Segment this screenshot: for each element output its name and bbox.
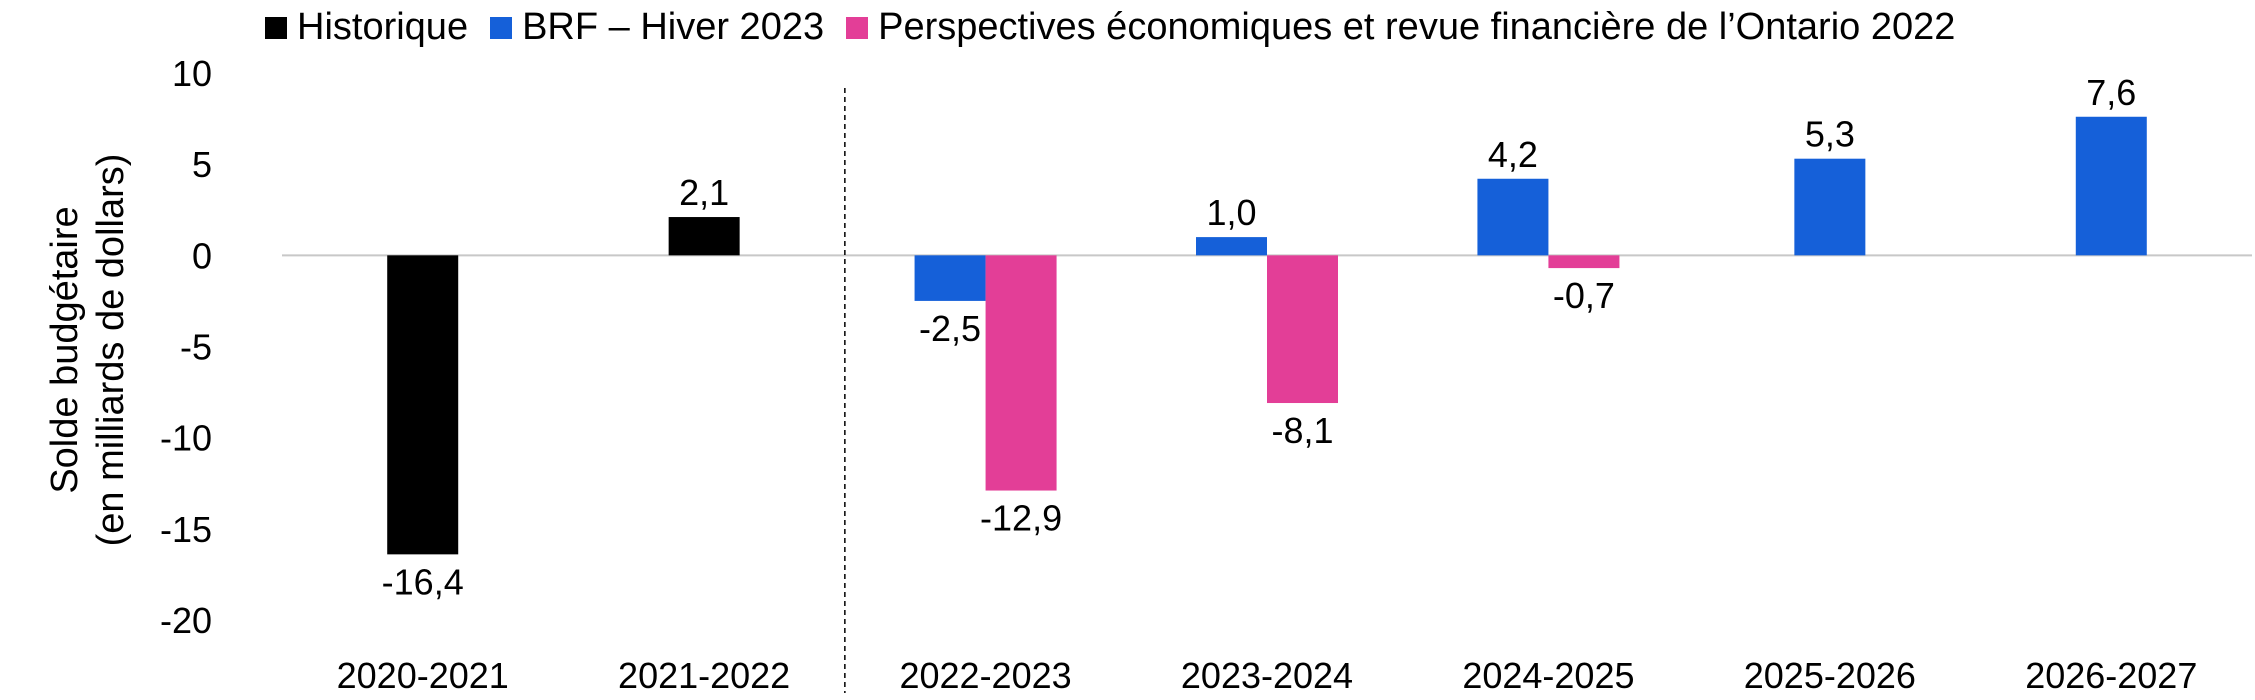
x-tick-label: 2021-2022 [618,655,790,696]
bar-2024-2025-series-2 [1548,255,1620,269]
legend-label-brf: BRF – Hiver 2023 [522,6,825,48]
legend-swatch-historique [265,16,287,39]
bar-2022-2023-series-1 [914,255,986,301]
bar-2025-2026-series-1 [1794,158,1866,256]
data-label: -0,7 [1553,275,1615,316]
x-tick-label: 2024-2025 [1462,655,1634,696]
data-label: 2,1 [679,172,729,213]
y-axis-title-line-2: (en milliards de dollars) [90,153,132,547]
y-tick-label: 0 [192,235,212,276]
bar-2023-2024-series-1 [1196,237,1267,256]
y-axis-title-line-1: Solde budgétaire [44,206,86,494]
data-label: 5,3 [1805,114,1855,155]
y-axis-title: Solde budgétaire (en milliards de dollar… [8,0,168,700]
bar-2021-2022-series-0 [668,217,740,256]
y-tick-label: -20 [160,600,212,641]
data-label: 4,2 [1488,134,1538,175]
bar-2024-2025-series-1 [1477,178,1549,256]
legend-label-perspectives: Perspectives économiques et revue financ… [878,6,1956,48]
x-tick-label: 2026-2027 [2025,655,2197,696]
y-tick-label: -10 [160,418,212,459]
y-tick-label: -5 [180,327,212,368]
x-tick-label: 2020-2021 [337,655,509,696]
data-label: -2,5 [919,308,981,349]
y-tick-label: 10 [172,53,212,94]
legend-item-brf: BRF – Hiver 2023 [490,6,824,49]
bar-2022-2023-series-2 [985,255,1057,491]
data-label: -16,4 [382,561,464,602]
x-tick-label: 2025-2026 [1744,655,1916,696]
data-label: -12,9 [980,498,1062,539]
legend-item-perspectives: Perspectives économiques et revue financ… [846,6,1955,49]
x-tick-label: 2023-2024 [1181,655,1353,696]
bar-2023-2024-series-2 [1267,255,1338,404]
legend-label-historique: Historique [297,6,469,48]
legend-swatch-brf [490,16,513,39]
legend: Historique BRF – Hiver 2023 Perspectives… [265,6,1977,49]
data-label: 1,0 [1206,192,1256,233]
legend-item-historique: Historique [265,6,468,49]
data-label: 7,6 [2086,72,2136,113]
y-tick-label: 5 [192,144,212,185]
bar-2026-2027-series-1 [2075,116,2147,256]
x-tick-label: 2022-2023 [899,655,1071,696]
bar-2020-2021-series-0 [387,255,459,555]
y-tick-label: -15 [160,509,212,550]
legend-swatch-perspectives [846,16,869,39]
data-label: -8,1 [1271,410,1333,451]
